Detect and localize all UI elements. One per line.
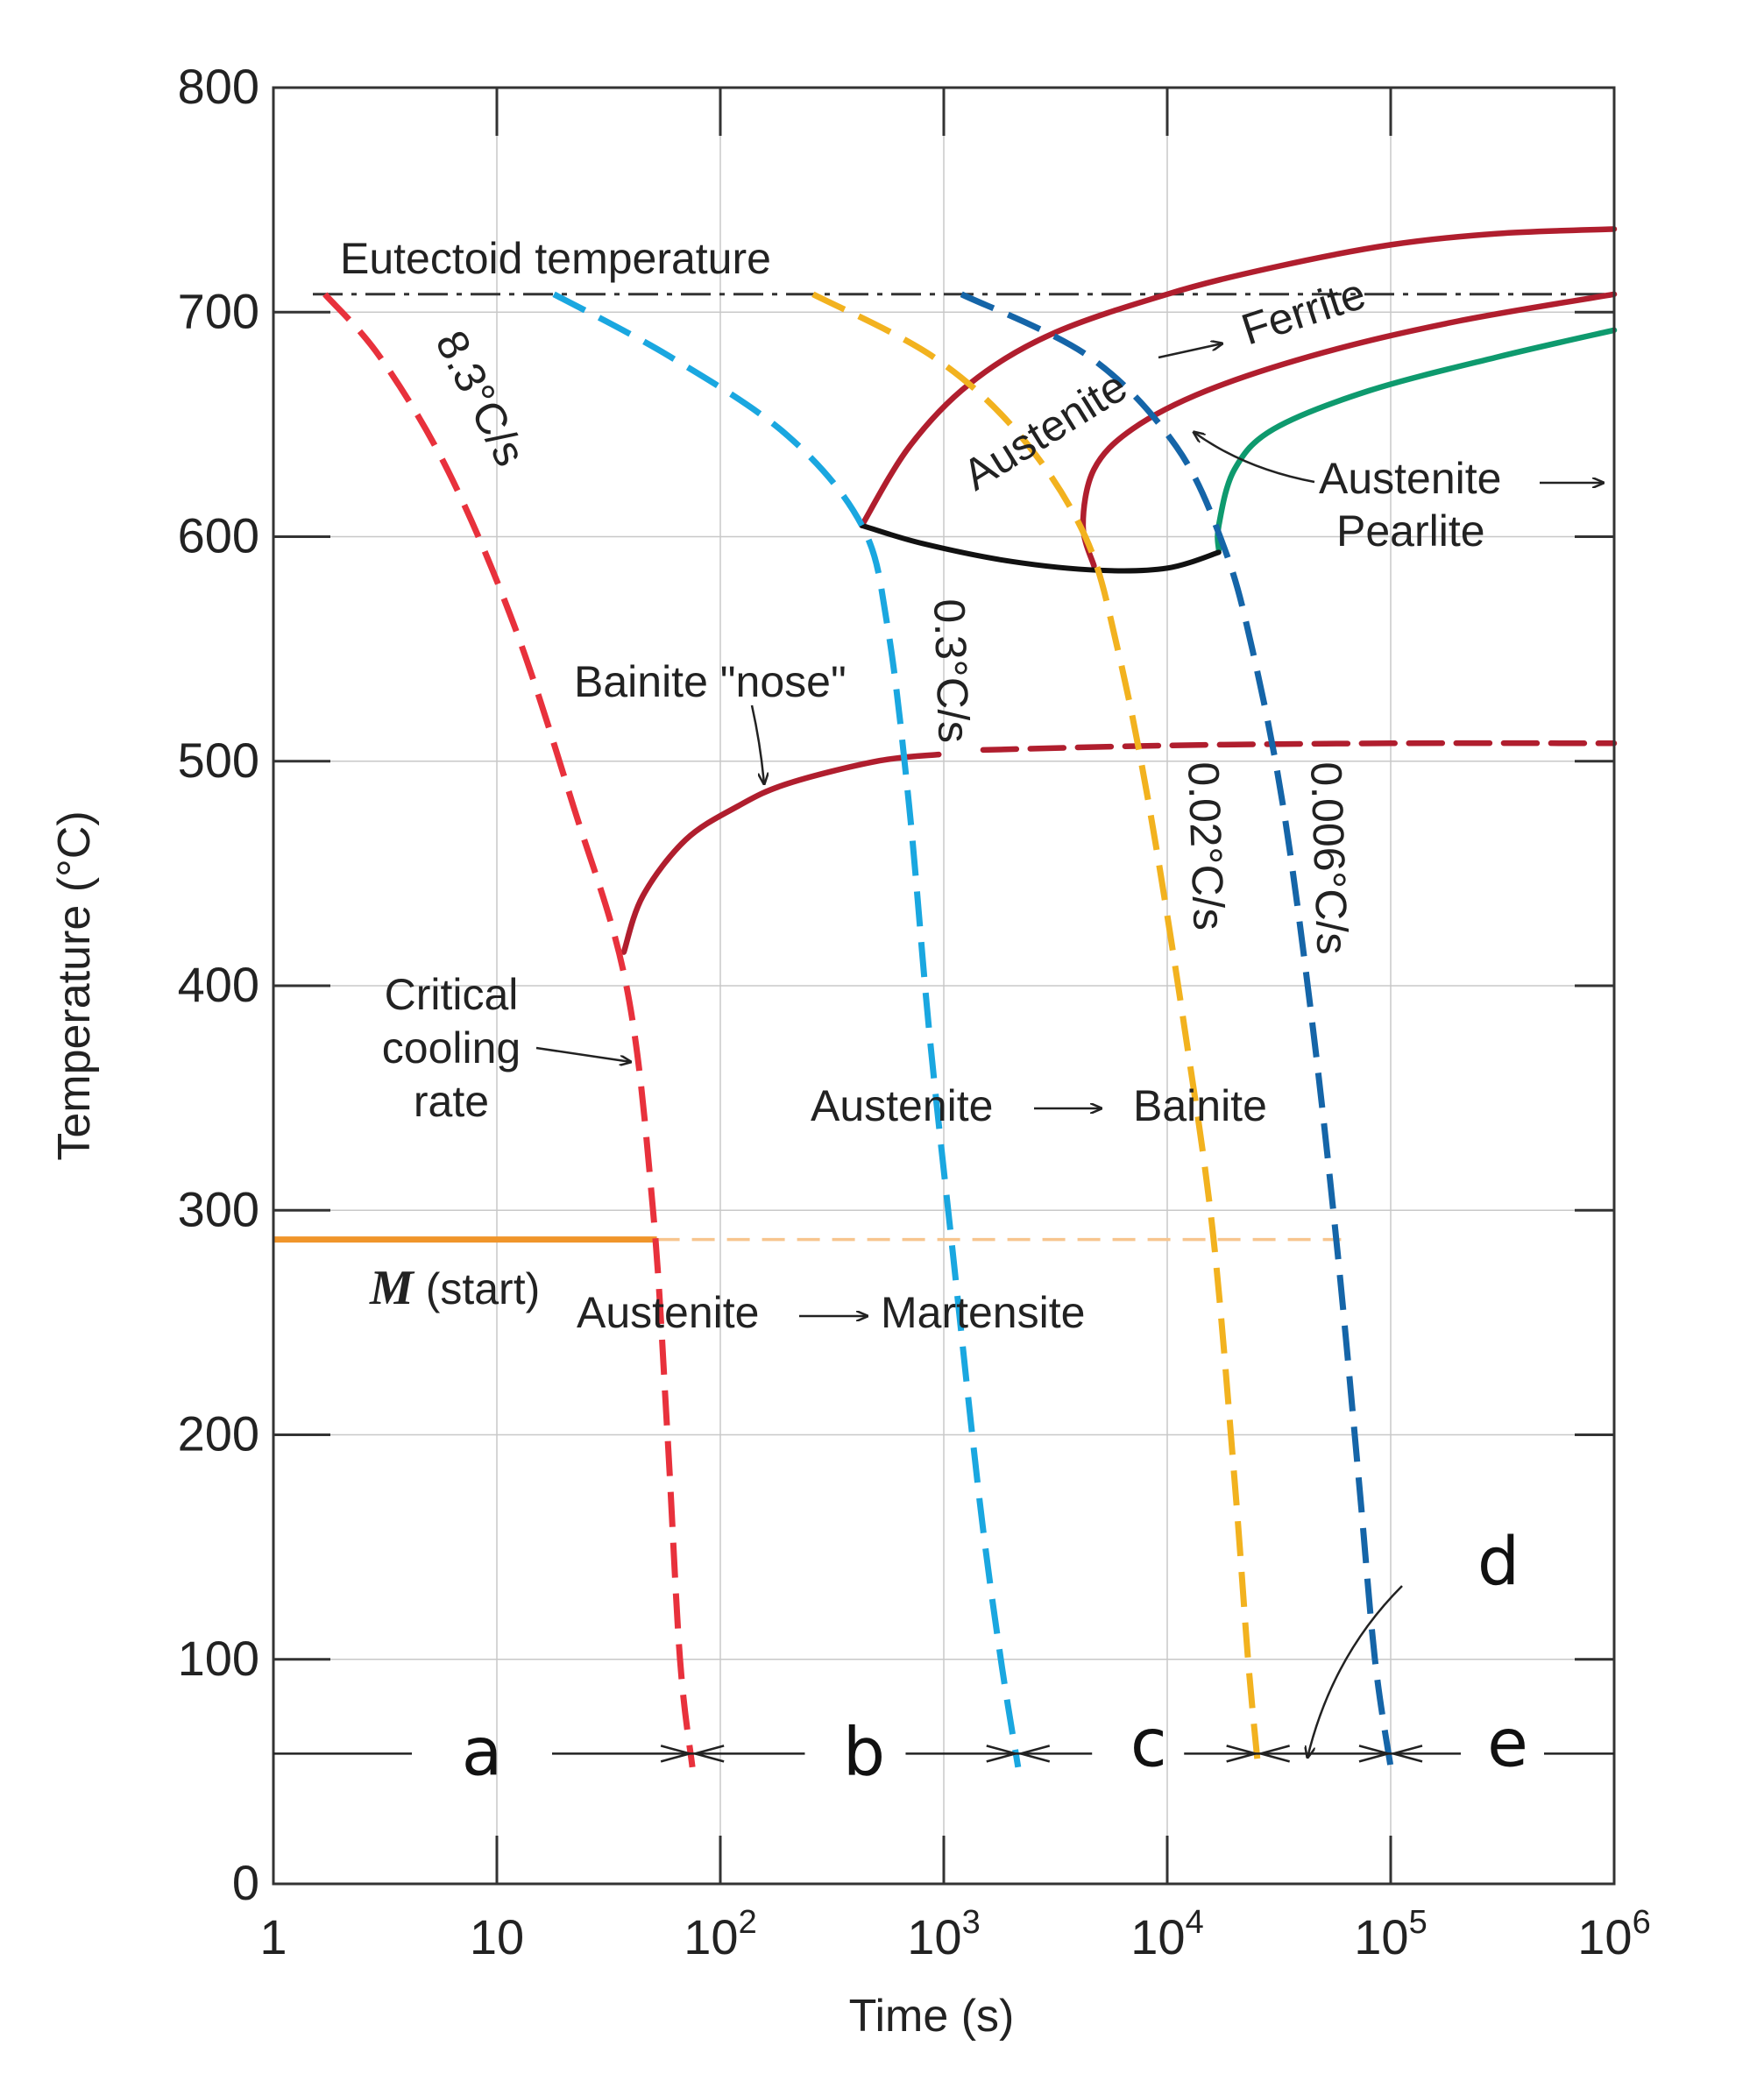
austenite-martensite-label-b: Martensite xyxy=(881,1288,1085,1337)
x-tick-label: 103 xyxy=(907,1904,980,1964)
grid xyxy=(273,88,1614,1884)
label-8.3-rate: 8.3°C/s xyxy=(426,323,535,474)
x-tick-label: 102 xyxy=(684,1904,756,1964)
x-tick-label: 105 xyxy=(1354,1904,1427,1964)
x-tick-base: 10 xyxy=(470,1909,524,1964)
y-tick-label: 100 xyxy=(178,1631,259,1686)
regions: a b c d e xyxy=(273,1522,1614,1790)
region-label: e xyxy=(1487,1703,1528,1781)
region-arrowhead xyxy=(986,1745,1020,1763)
region-arrowhead xyxy=(660,1745,694,1763)
label-0.006-rate: 0.006°C/s xyxy=(1301,761,1357,955)
region-arrowhead xyxy=(1358,1745,1392,1763)
ferrite-arrow xyxy=(1158,343,1222,359)
region-arrowhead xyxy=(1256,1745,1290,1763)
y-axis-label: Temperature (°C) xyxy=(49,810,100,1160)
x-tick-base: 10 xyxy=(1354,1909,1408,1964)
austenite-ferrite-label-a: Austenite xyxy=(954,361,1135,499)
pearlite-pointer-arrow xyxy=(1194,432,1315,484)
x-axis-label: Time (s) xyxy=(849,1991,1015,2042)
y-tick-label: 500 xyxy=(178,733,259,788)
region-arrowhead xyxy=(1389,1745,1423,1763)
y-tick-label: 0 xyxy=(232,1855,259,1910)
region-arrowhead xyxy=(691,1745,725,1763)
m-start-label: M (start) xyxy=(369,1261,540,1315)
x-tick-base: 10 xyxy=(1130,1909,1185,1964)
m-start-symbol: M xyxy=(369,1261,415,1315)
cooling-curve xyxy=(960,291,1394,1768)
austenite-bainite-label-a: Austenite xyxy=(811,1081,993,1130)
transformation-curve-austenite_pearlite_start xyxy=(1080,291,1618,570)
m-start-suffix: (start) xyxy=(414,1264,540,1313)
region-arrowhead xyxy=(1226,1745,1260,1763)
bainite-nose-label: Bainite "nose" xyxy=(574,657,847,706)
critical-rate-arrow xyxy=(535,1046,631,1062)
y-tick-label: 300 xyxy=(178,1181,259,1236)
austenite-pearlite-label-1: Austenite xyxy=(1319,454,1501,503)
y-tick-label: 700 xyxy=(178,283,259,338)
x-tick-exponent: 5 xyxy=(1409,1904,1427,1941)
transformation-curve-pearlite_finish xyxy=(1215,327,1618,554)
transformation-curve-bainite_nose xyxy=(620,751,942,955)
y-tick-label: 800 xyxy=(178,59,259,114)
y-tick-labels: 0 100 200 300 400 500 600 700 800 xyxy=(178,59,259,1910)
x-tick-base: 10 xyxy=(907,1909,961,1964)
x-tick-exponent: 3 xyxy=(962,1904,981,1941)
x-tick-base: 10 xyxy=(684,1909,738,1964)
chart-lines xyxy=(273,226,1618,1768)
region-label: a xyxy=(462,1712,503,1790)
austenite-pearlite-label-2: Pearlite xyxy=(1336,506,1485,556)
region-label: c xyxy=(1130,1703,1167,1781)
ferrite-label: Ferrite xyxy=(1236,269,1371,355)
x-tick-base: 10 xyxy=(1577,1909,1632,1964)
region-label: b xyxy=(843,1712,885,1790)
x-tick-label: 1 xyxy=(259,1909,287,1964)
x-tick-exponent: 2 xyxy=(739,1904,757,1941)
label-0.3-rate: 0.3°C/s xyxy=(925,598,979,743)
cooling-curve xyxy=(552,291,1022,1768)
critical-label-1: Critical xyxy=(385,970,519,1019)
bainite-nose-arrow xyxy=(750,704,764,784)
critical-label-3: rate xyxy=(414,1077,489,1126)
region-label: d xyxy=(1477,1522,1520,1600)
x-tick-label: 10 xyxy=(470,1909,524,1964)
transformation-curve-austenite_ferrite_start xyxy=(859,226,1618,528)
cooling-curve xyxy=(322,292,696,1768)
region-arrowhead xyxy=(1017,1745,1051,1763)
label-0.02-rate: 0.02°C/s xyxy=(1179,761,1234,931)
x-tick-labels: 1 10 102 103 104 105 106 xyxy=(259,1904,1650,1964)
plot-frame xyxy=(272,86,1616,1886)
region-d-pointer xyxy=(1307,1585,1403,1758)
cooling-curve xyxy=(811,291,1262,1768)
x-tick-label: 104 xyxy=(1130,1904,1203,1964)
transformation-curve-bainite_extension xyxy=(980,740,1618,754)
y-tick-label: 200 xyxy=(178,1406,259,1462)
y-tick-label: 400 xyxy=(178,957,259,1012)
austenite-bainite-label-b: Bainite xyxy=(1133,1081,1267,1130)
x-tick-exponent: 4 xyxy=(1186,1904,1204,1941)
y-tick-label: 600 xyxy=(178,508,259,563)
x-tick-label: 106 xyxy=(1577,1904,1650,1964)
transformation-curve-lower_boundary xyxy=(859,522,1222,574)
eutectoid-label: Eutectoid temperature xyxy=(340,234,771,283)
x-tick-base: 1 xyxy=(259,1909,287,1964)
axis-ticks xyxy=(273,88,1614,1884)
x-tick-exponent: 6 xyxy=(1633,1904,1651,1941)
austenite-martensite-label-a: Austenite xyxy=(577,1288,759,1337)
critical-label-2: cooling xyxy=(382,1023,521,1072)
